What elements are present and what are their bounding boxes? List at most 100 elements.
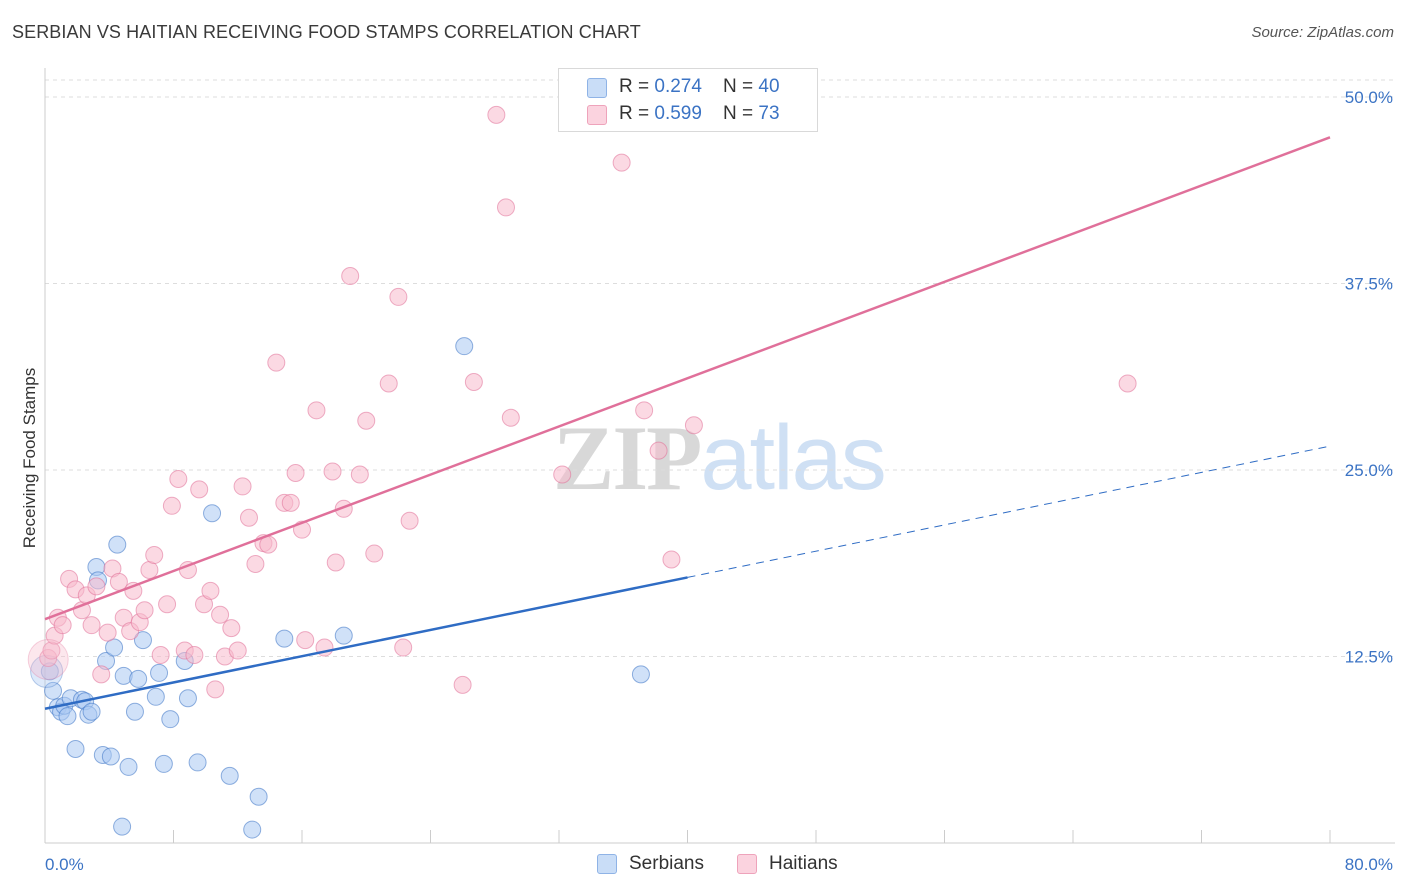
haitian-point: [649, 441, 668, 460]
haitian-point: [185, 646, 204, 665]
r-value: 0.599: [654, 103, 702, 124]
serbians-legend-label: Serbians: [629, 853, 704, 874]
serbian-point: [203, 504, 222, 523]
serbian-point: [334, 626, 353, 645]
haitian-point: [357, 411, 376, 430]
haitian-point: [246, 554, 265, 573]
haitian-point: [222, 619, 241, 638]
haitians-trend-line: [44, 136, 1331, 621]
serbians-swatch: [587, 78, 607, 98]
serbian-point: [113, 817, 132, 836]
serbian-point: [188, 753, 207, 772]
haitian-point: [389, 287, 408, 306]
haitian-point: [496, 198, 515, 217]
haitian-point: [98, 623, 117, 642]
serbian-point: [178, 689, 197, 708]
serbian-point: [275, 629, 294, 648]
haitian-point: [92, 665, 111, 684]
serbian-point: [220, 766, 239, 785]
serbian-point: [66, 740, 85, 759]
serbian-point: [631, 665, 650, 684]
serbians-trend-extension: [687, 445, 1331, 578]
haitian-point: [379, 374, 398, 393]
haitian-point: [140, 560, 159, 579]
haitian-point: [296, 631, 315, 650]
serbian-point: [455, 337, 474, 356]
serbians-trend-line: [44, 576, 688, 710]
serbian-point: [114, 666, 133, 685]
haitian-point: [239, 508, 258, 527]
stats-legend: R = 0.274 N = 40 R = 0.599 N = 73: [558, 68, 818, 132]
watermark-atlas: atlas: [700, 407, 886, 509]
y-tick-label: 37.5%: [1345, 275, 1393, 294]
watermark-zip: ZIP: [553, 407, 702, 509]
serbian-point: [125, 702, 144, 721]
haitian-point: [487, 105, 506, 124]
y-tick-label: 50.0%: [1345, 88, 1393, 107]
haitian-point: [400, 511, 419, 530]
serbian-point: [249, 787, 268, 806]
haitian-point: [662, 550, 681, 569]
haitian-point: [394, 638, 413, 657]
haitian-point: [464, 372, 483, 391]
haitian-point: [501, 408, 520, 427]
haitian-point: [211, 605, 230, 624]
watermark: ZIPatlas: [553, 405, 887, 511]
n-value: 40: [758, 76, 780, 97]
r-label: R =: [619, 76, 655, 97]
haitian-point: [553, 465, 572, 484]
n-label: N =: [723, 103, 759, 124]
grid-lines: [45, 79, 1395, 657]
haitian-point: [635, 401, 654, 420]
haitian-point: [169, 469, 188, 488]
haitian-point: [323, 462, 342, 481]
serbian-point: [44, 681, 63, 700]
haitian-point: [267, 353, 286, 372]
haitian-point: [162, 496, 181, 515]
serbian-point: [105, 638, 124, 657]
n-label: N =: [723, 76, 759, 97]
haitian-point: [190, 480, 209, 499]
haitian-point: [365, 544, 384, 563]
haitian-point: [145, 546, 164, 565]
haitian-point: [228, 641, 247, 660]
y-tick-label: 25.0%: [1345, 461, 1393, 480]
serbian-point: [243, 820, 262, 839]
haitian-point: [135, 601, 154, 620]
serbian-point: [154, 754, 173, 773]
legend-text: R = 0.599 N = 73: [619, 103, 780, 125]
haitian-point: [201, 581, 220, 600]
serbian-point: [101, 747, 120, 766]
haitian-point: [612, 153, 631, 172]
r-label: R =: [619, 103, 655, 124]
haitian-point: [151, 646, 170, 665]
axes: [44, 68, 1395, 844]
x-tick-label: 80.0%: [1345, 855, 1393, 874]
serbian-point: [119, 757, 138, 776]
serbian-point: [133, 631, 152, 650]
x-tick-label: 0.0%: [45, 855, 84, 874]
haitian-point: [684, 416, 703, 435]
serbian-point: [108, 535, 127, 554]
haitian-point: [307, 401, 326, 420]
haitian-point: [87, 577, 106, 596]
haitians-legend-label: Haitians: [769, 853, 838, 874]
haitian-point: [109, 572, 128, 591]
n-value: 73: [758, 103, 780, 124]
haitian-point: [326, 553, 345, 572]
haitian-point: [341, 267, 360, 286]
serbian-point: [146, 687, 165, 706]
haitian-point: [82, 616, 101, 635]
haitians-points: [27, 105, 1137, 699]
legend-text: R = 0.274 N = 40: [619, 76, 780, 98]
source-label: Source: ZipAtlas.com: [1251, 24, 1394, 41]
haitian-point: [53, 616, 72, 635]
serbians-legend-swatch: [597, 854, 617, 874]
haitian-point: [206, 680, 225, 699]
r-value: 0.274: [654, 76, 702, 97]
tick-labels: 12.5% 25.0% 37.5% 50.0% 0.0% 80.0%: [45, 88, 1393, 874]
serbian-point: [82, 702, 101, 721]
y-axis-label: Receiving Food Stamps: [20, 368, 39, 548]
trend-lines: [44, 136, 1331, 710]
chart-title: SERBIAN VS HAITIAN RECEIVING FOOD STAMPS…: [12, 22, 641, 42]
